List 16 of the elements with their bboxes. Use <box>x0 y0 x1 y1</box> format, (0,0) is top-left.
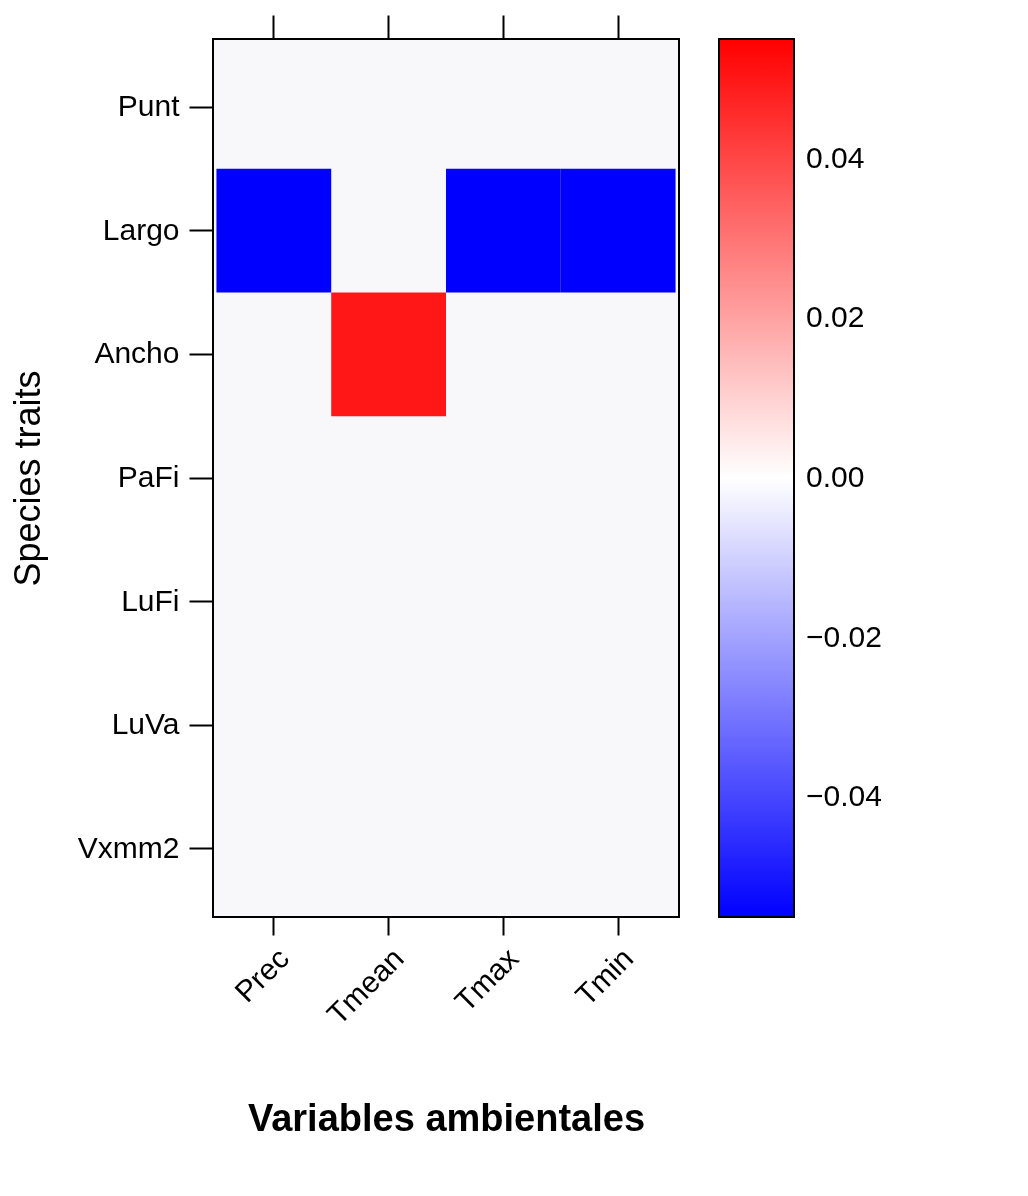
y-tick-label: Punt <box>117 89 181 123</box>
y-tick-label: LuVa <box>111 707 180 741</box>
y-tick-label: PaFi <box>117 460 180 493</box>
x-tick-label: Prec <box>228 941 296 1009</box>
y-axis-title: Species traits <box>6 370 48 587</box>
y-tick-label: Ancho <box>94 336 180 370</box>
x-axis-title: Variables ambientales <box>247 1096 646 1139</box>
color-bar-label: −0.02 <box>806 619 882 653</box>
color-bar-label: 0.04 <box>806 140 865 174</box>
x-tick-label: Tmin <box>568 941 640 1012</box>
color-bar-label: −0.04 <box>806 779 882 813</box>
y-tick-label: Vxmm2 <box>77 830 180 864</box>
y-tick-label: Largo <box>102 212 180 246</box>
y-tick-label: LuFi <box>121 583 180 617</box>
color-bar-label: 0.02 <box>806 300 865 334</box>
color-bar-label: 0.00 <box>806 460 865 493</box>
